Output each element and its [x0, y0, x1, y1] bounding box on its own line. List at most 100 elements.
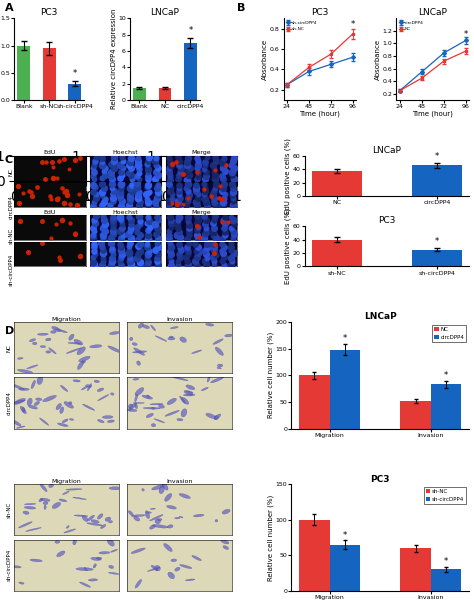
Bar — [401, 401, 431, 429]
Ellipse shape — [20, 406, 27, 414]
Point — [127, 157, 134, 167]
Point — [92, 189, 100, 199]
Point — [154, 215, 162, 225]
Text: *: * — [444, 557, 448, 566]
Point — [134, 157, 142, 166]
Point — [72, 230, 79, 239]
Y-axis label: sh-circDPP4: sh-circDPP4 — [7, 549, 11, 581]
Ellipse shape — [152, 485, 164, 490]
Point — [228, 260, 235, 270]
Point — [218, 239, 226, 248]
Ellipse shape — [134, 348, 145, 355]
Ellipse shape — [26, 527, 41, 532]
Point — [191, 256, 199, 266]
Point — [212, 171, 219, 180]
Ellipse shape — [151, 565, 158, 571]
Point — [116, 193, 124, 203]
Point — [183, 175, 191, 185]
Point — [118, 224, 126, 233]
Point — [127, 233, 135, 243]
Point — [153, 223, 160, 233]
Point — [211, 211, 219, 221]
Ellipse shape — [151, 423, 155, 427]
Point — [90, 242, 97, 252]
Point — [151, 174, 159, 184]
Text: *: * — [444, 371, 448, 380]
Point — [175, 239, 182, 249]
Ellipse shape — [155, 565, 160, 571]
Ellipse shape — [64, 401, 73, 408]
Point — [90, 160, 98, 169]
Point — [175, 212, 183, 222]
Ellipse shape — [43, 395, 56, 402]
Point — [144, 156, 152, 166]
Point — [144, 257, 152, 267]
Text: C: C — [5, 155, 13, 165]
Ellipse shape — [109, 487, 122, 490]
Ellipse shape — [39, 499, 43, 502]
Point — [118, 233, 125, 243]
Point — [153, 256, 160, 266]
Point — [166, 171, 173, 180]
Point — [203, 201, 211, 211]
Bar — [431, 569, 461, 591]
Point — [99, 157, 106, 167]
Point — [221, 227, 228, 236]
Point — [221, 219, 228, 228]
Title: Merge: Merge — [191, 150, 211, 155]
Point — [100, 166, 108, 176]
Point — [110, 186, 118, 196]
Y-axis label: Relative cell number (%): Relative cell number (%) — [267, 333, 274, 418]
Legend: sh-NC, sh-circDPP4: sh-NC, sh-circDPP4 — [424, 487, 466, 504]
Point — [38, 238, 46, 248]
Point — [194, 211, 201, 221]
Point — [119, 163, 127, 173]
Bar — [412, 165, 462, 196]
Point — [201, 230, 209, 239]
Point — [184, 245, 191, 255]
Point — [46, 191, 54, 201]
Point — [134, 222, 141, 232]
Ellipse shape — [153, 524, 168, 528]
Point — [220, 253, 228, 262]
Point — [107, 167, 114, 177]
Point — [179, 199, 187, 209]
Y-axis label: EdU positive cells (%): EdU positive cells (%) — [285, 138, 291, 214]
Point — [165, 179, 173, 189]
Ellipse shape — [52, 502, 61, 509]
Point — [38, 157, 46, 166]
Point — [33, 183, 40, 192]
Point — [48, 157, 55, 167]
Point — [144, 200, 152, 209]
Ellipse shape — [135, 404, 137, 409]
Ellipse shape — [135, 394, 138, 402]
Point — [184, 216, 192, 225]
Point — [184, 153, 192, 163]
Point — [154, 227, 162, 236]
Point — [221, 189, 229, 199]
Point — [98, 174, 106, 183]
Point — [219, 217, 226, 227]
Point — [230, 229, 238, 239]
Ellipse shape — [175, 517, 180, 519]
Legend: sh-circDPP4, sh-NC: sh-circDPP4, sh-NC — [286, 21, 318, 32]
Point — [220, 223, 228, 233]
Point — [60, 154, 67, 164]
Point — [201, 157, 209, 166]
Point — [174, 256, 182, 266]
Point — [210, 163, 218, 173]
Ellipse shape — [146, 512, 151, 513]
Ellipse shape — [40, 345, 46, 348]
Ellipse shape — [221, 540, 229, 544]
Point — [176, 171, 183, 180]
Ellipse shape — [186, 391, 193, 393]
Point — [100, 197, 108, 206]
Ellipse shape — [63, 491, 69, 495]
Ellipse shape — [66, 526, 69, 529]
Point — [194, 230, 201, 240]
Point — [175, 227, 183, 236]
Point — [118, 152, 126, 162]
Point — [109, 189, 117, 199]
Point — [143, 260, 151, 270]
Ellipse shape — [64, 529, 76, 533]
